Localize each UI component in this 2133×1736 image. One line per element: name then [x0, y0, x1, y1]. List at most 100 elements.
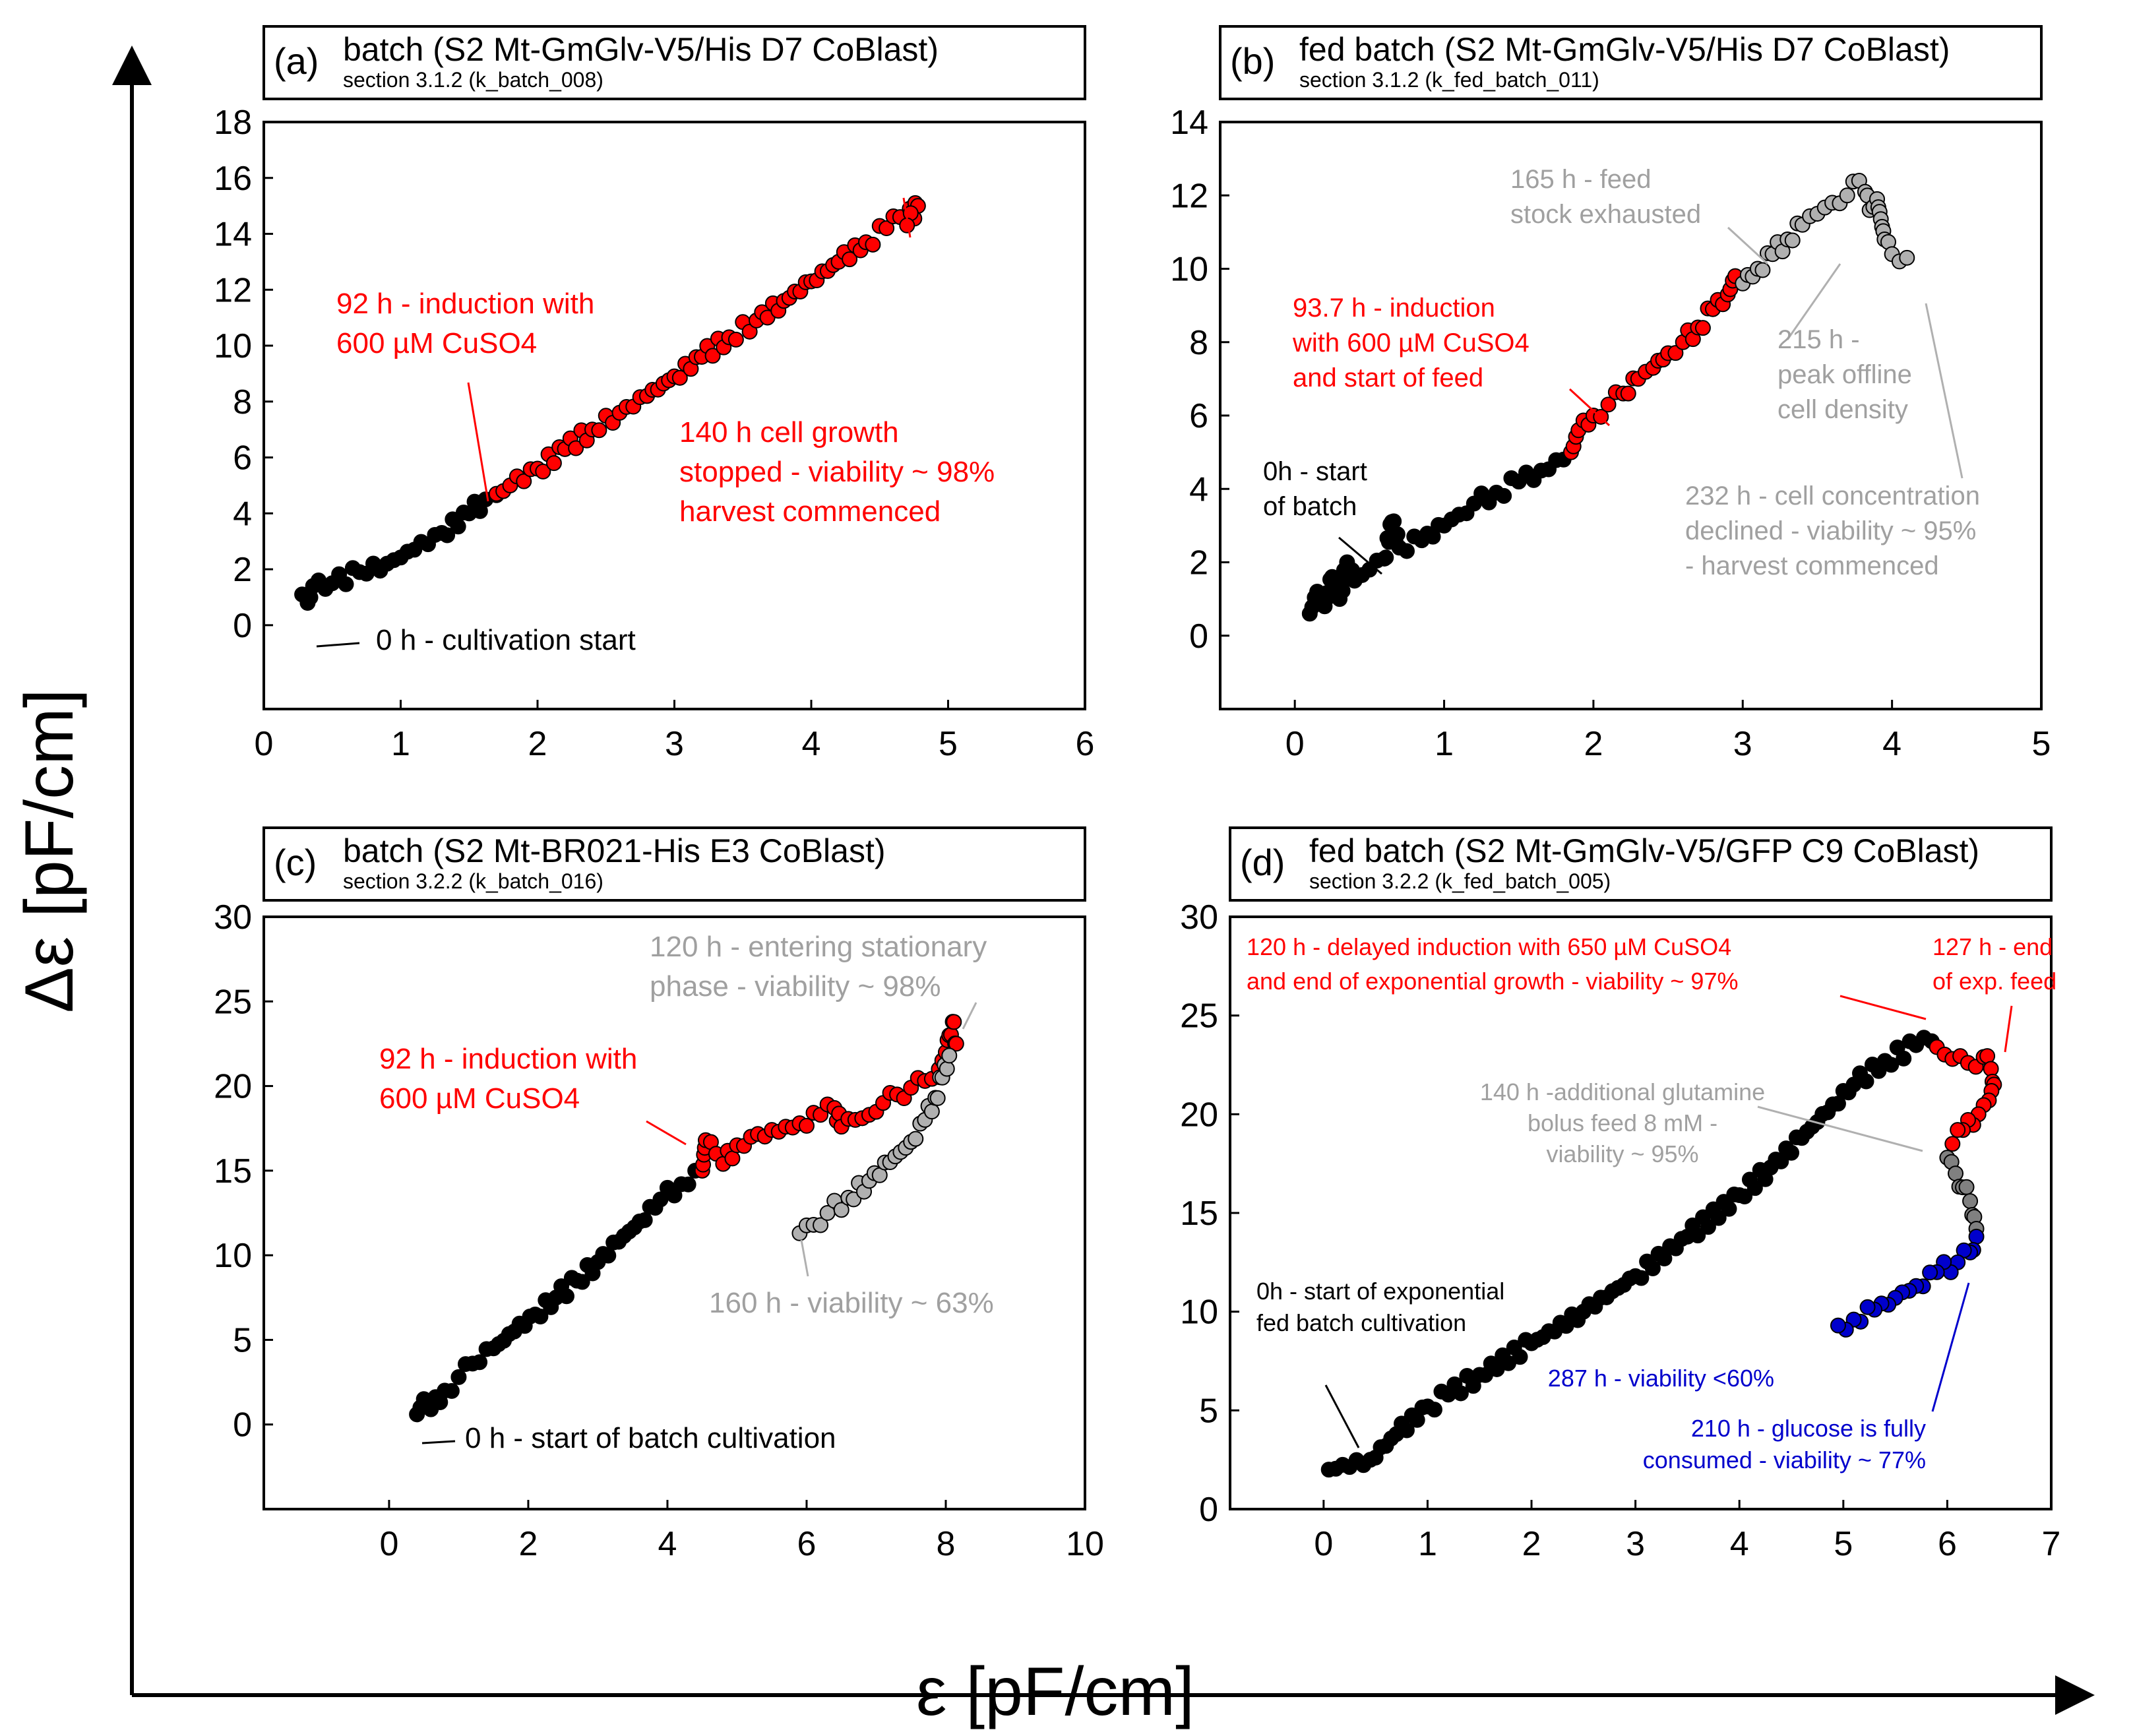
- data-point: [1830, 1317, 1846, 1334]
- series-exponential: [1320, 1030, 1940, 1478]
- annotation-leader: [1757, 1105, 1923, 1152]
- panel-title: fed batch (S2 Mt-GmGlv-V5/His D7 CoBlast…: [1299, 31, 1950, 68]
- data-point-interp: [946, 1014, 962, 1030]
- data-point-interp: [1896, 1050, 1912, 1067]
- panel-d: (d) fed batch (S2 Mt-GmGlv-V5/GFP C9 CoBl…: [1180, 826, 2061, 1563]
- x-tick-label: 5: [1834, 1525, 1853, 1563]
- annotation-text: declined - viability ~ 95%: [1685, 516, 1976, 545]
- data-point-interp: [1512, 1349, 1528, 1365]
- annotation-text: with 600 µM CuSO4: [1292, 328, 1530, 357]
- annotation-leader: [1727, 226, 1769, 265]
- data-point-interp: [1737, 1189, 1753, 1205]
- y-tick-label: 6: [1189, 397, 1208, 435]
- panel-label: (d): [1240, 842, 1285, 883]
- series-fed: [1562, 268, 1743, 460]
- series-glucose-depleted: [1830, 1228, 1985, 1338]
- annotation-leader: [1568, 388, 1611, 427]
- annotation-leader: [1839, 995, 1927, 1020]
- data-point-interp: [1858, 1073, 1874, 1090]
- x-tick-label: 2: [528, 725, 547, 763]
- annotation-leader: [467, 382, 489, 502]
- data-point: [1962, 1193, 1979, 1210]
- x-tick-label: 0: [1285, 725, 1305, 763]
- y-tick-label: 25: [214, 983, 252, 1021]
- annotation-text: 0 h - cultivation start: [376, 624, 636, 656]
- annotation-text: 600 µM CuSO4: [336, 327, 537, 359]
- title-box: [263, 826, 1086, 902]
- x-tick-label: 3: [1733, 725, 1752, 763]
- data-point-interp: [865, 236, 881, 253]
- title-box: [1229, 826, 2053, 902]
- data-point-interp: [846, 1191, 862, 1208]
- plot-frame: [263, 121, 1086, 710]
- annotation-text: 92 h - induction with: [336, 288, 594, 320]
- data-point-interp: [923, 1103, 940, 1120]
- data-point-interp: [1950, 1122, 1966, 1138]
- annotation-text: 120 h - delayed induction with 650 µM Cu…: [1247, 933, 1731, 960]
- annotation-text: 210 h - glucose is fully: [1691, 1415, 1926, 1442]
- data-point-interp: [1690, 1227, 1706, 1244]
- x-tick-label: 4: [802, 725, 821, 763]
- panel-label: (b): [1230, 40, 1275, 82]
- data-point-interp: [443, 1382, 460, 1399]
- series-stationary: [791, 1047, 958, 1241]
- data-point-interp: [908, 1131, 924, 1147]
- x-tick-label: 1: [1418, 1525, 1437, 1563]
- annotation-text: and start of feed: [1293, 363, 1483, 392]
- data-point-interp: [929, 1090, 946, 1106]
- annotation-leader: [1324, 1384, 1360, 1448]
- data-point: [1944, 1136, 1961, 1152]
- y-tick-label: 6: [233, 439, 252, 478]
- data-point-interp: [1784, 232, 1801, 249]
- x-tick-label: 6: [1076, 725, 1095, 763]
- annotation-text: of batch: [1263, 492, 1357, 521]
- data-point-interp: [724, 1150, 741, 1167]
- data-point-interp: [727, 331, 744, 348]
- data-point-interp: [833, 1202, 850, 1218]
- y-tick-label: 5: [233, 1321, 252, 1359]
- data-point-interp: [532, 1309, 549, 1325]
- x-tick-label: 7: [2042, 1525, 2061, 1563]
- x-tick-label: 5: [2032, 725, 2051, 763]
- y-tick-label: 4: [233, 495, 252, 533]
- x-tick-label: 3: [1626, 1525, 1645, 1563]
- y-tick-label: 20: [1180, 1096, 1218, 1134]
- data-point-interp: [1334, 582, 1351, 599]
- x-tick-label: 2: [1584, 725, 1603, 763]
- data-point-interp: [558, 1288, 574, 1305]
- data-point: [1899, 249, 1915, 266]
- y-tick-label: 30: [1180, 898, 1218, 937]
- data-point: [879, 220, 895, 237]
- annotation-text: consumed - viability ~ 77%: [1643, 1446, 1926, 1473]
- annotation-leader: [962, 1002, 977, 1030]
- y-tick-label: 14: [1170, 104, 1208, 142]
- data-point-interp: [1958, 1179, 1975, 1195]
- data-point-interp: [680, 1176, 696, 1193]
- x-tick-label: 6: [797, 1525, 817, 1563]
- x-tick-label: 2: [1522, 1525, 1541, 1563]
- data-point-interp: [1783, 1144, 1800, 1161]
- plot-frame: [1229, 915, 2053, 1510]
- panel-subtitle: section 3.2.2 (k_batch_016): [343, 869, 603, 893]
- panel-c: (c) batch (S2 Mt-BR021-His E3 CoBlast)sec…: [214, 826, 1104, 1563]
- data-point-interp: [813, 1217, 829, 1233]
- global-y-axis-label: Δε [pF/cm]: [11, 689, 88, 1012]
- x-tick-label: 0: [255, 725, 274, 763]
- x-tick-label: 2: [518, 1525, 538, 1563]
- title-box: [263, 25, 1086, 100]
- title-box: [1219, 25, 2043, 100]
- data-point-interp: [535, 463, 551, 480]
- annotation-text: 0 h - start of batch cultivation: [465, 1422, 836, 1454]
- annotation-text: stock exhausted: [1510, 200, 1701, 229]
- y-tick-label: 0: [233, 1406, 252, 1444]
- annotation-text: 140 h -additional glutamine: [1480, 1078, 1765, 1105]
- y-tick-label: 2: [233, 551, 252, 589]
- series-post-induction: [1929, 1039, 2002, 1152]
- annotation-text: cell density: [1778, 395, 1908, 424]
- y-tick-label: 0: [1189, 617, 1208, 656]
- y-tick-label: 12: [214, 271, 252, 309]
- data-point-interp: [472, 1354, 488, 1371]
- y-tick-label: 10: [1180, 1293, 1218, 1332]
- data-point: [1948, 1165, 1964, 1182]
- panel-subtitle: section 3.1.2 (k_fed_batch_011): [1299, 68, 1599, 92]
